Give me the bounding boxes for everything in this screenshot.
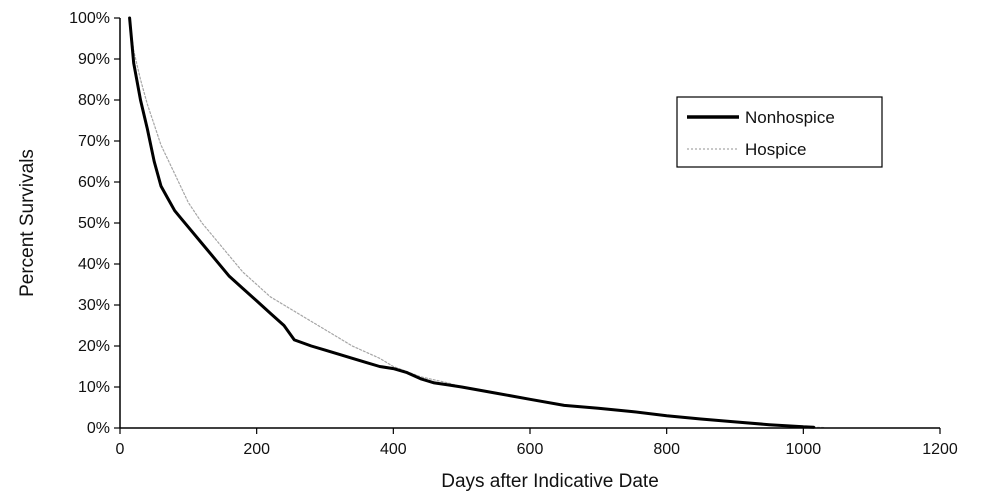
y-axis-title: Percent Survivals [17,149,38,297]
legend-box [676,96,883,168]
x-axis-ticks: 0 200 400 600 800 1000 1200 [116,428,958,458]
series-line-hospice [129,17,825,429]
y-tick-label: 30% [78,297,110,314]
y-tick-label: 20% [78,338,110,355]
y-axis-ticks: 0% 10% 20% 30% 40% 50% 60% 70% 80% 90% 100% [69,10,120,437]
legend: Nonhospice Hospice [676,96,883,168]
legend-label-hospice: Hospice [745,140,806,159]
x-axis-title: Days after Indicative Date [441,471,659,492]
legend-label-nonhospice: Nonhospice [745,108,835,127]
y-tick-label: 80% [78,92,110,109]
series-layer [128,16,825,429]
x-tick-label: 0 [116,441,125,458]
x-tick-label: 400 [380,441,407,458]
y-tick-label: 100% [69,10,110,27]
x-tick-label: 1200 [922,441,958,458]
y-tick-label: 70% [78,133,110,150]
y-tick-label: 0% [87,420,110,437]
y-tick-label: 50% [78,215,110,232]
series-line-nonhospice [128,16,816,429]
y-tick-label: 10% [78,379,110,396]
x-tick-label: 1000 [786,441,822,458]
x-tick-label: 800 [653,441,680,458]
y-tick-label: 90% [78,51,110,68]
y-tick-label: 60% [78,174,110,191]
x-tick-label: 200 [243,441,270,458]
x-tick-label: 600 [517,441,544,458]
y-tick-label: 40% [78,256,110,273]
